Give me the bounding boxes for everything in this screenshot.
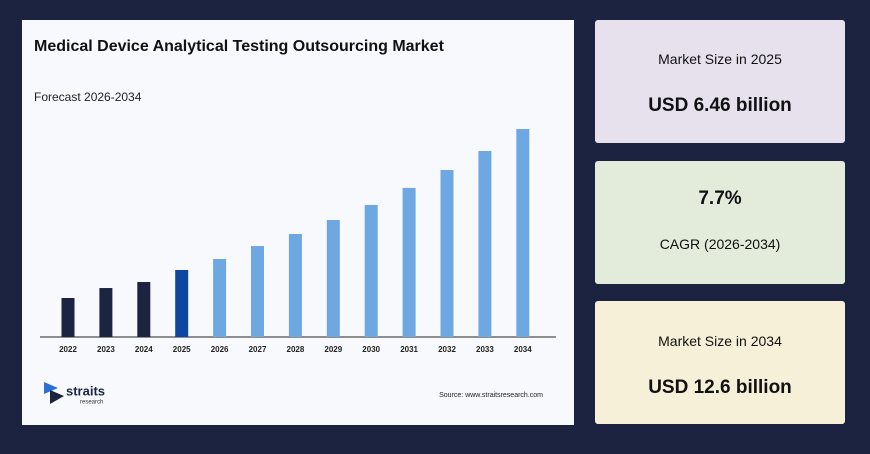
card-value: USD 6.46 billion — [648, 95, 792, 116]
x-tick-label: 2031 — [400, 345, 418, 354]
bar — [213, 258, 227, 337]
x-tick-label: 2022 — [59, 345, 77, 354]
logo-icon — [50, 390, 64, 404]
x-tick-label: 2034 — [514, 345, 532, 354]
x-tick-label: 2032 — [438, 345, 456, 354]
bar — [364, 204, 378, 337]
bar — [326, 219, 340, 337]
card: Market Size in 2025 USD 6.46 billion — [595, 20, 845, 143]
chart-subtitle: Forecast 2026-2034 — [34, 90, 142, 104]
x-tick-label: 2029 — [324, 345, 342, 354]
bar — [440, 169, 454, 337]
logo-sub: research — [80, 400, 103, 406]
source: Source: www.straitsresearch.com — [439, 392, 543, 399]
x-tick-label: 2027 — [249, 345, 267, 354]
logo: straits research — [44, 382, 105, 406]
bar — [137, 282, 151, 337]
card-label: Market Size in 2025 — [658, 51, 782, 67]
bar — [175, 269, 189, 337]
logo-icon — [44, 382, 58, 394]
x-tick-label: 2023 — [97, 345, 115, 354]
card-value: USD 12.6 billion — [648, 377, 792, 398]
chart: straits research Source: www.straitsrese… — [40, 129, 556, 406]
bar — [99, 288, 113, 337]
x-tick-label: 2026 — [211, 345, 229, 354]
x-tick-label: 2025 — [173, 345, 191, 354]
x-tick-label: 2024 — [135, 345, 153, 354]
bar — [288, 233, 302, 337]
card-label: Market Size in 2034 — [658, 333, 782, 349]
card-label: CAGR (2026-2034) — [659, 236, 781, 252]
chart-panel: Medical Device Analytical Testing Outsou… — [22, 20, 574, 425]
x-tick-label: 2030 — [362, 345, 380, 354]
bar — [61, 297, 75, 337]
bar — [402, 187, 416, 337]
bar — [478, 150, 492, 337]
bar — [516, 129, 530, 337]
x-tick-label: 2028 — [287, 345, 305, 354]
card-value: 7.7% — [698, 188, 742, 209]
x-tick-label: 2033 — [476, 345, 494, 354]
card: 7.7% CAGR (2026-2034) — [595, 161, 845, 284]
bar — [251, 246, 264, 337]
chart-title: Medical Device Analytical Testing Outsou… — [34, 38, 444, 55]
logo-name: straits — [66, 383, 105, 398]
card: Market Size in 2034 USD 12.6 billion — [595, 301, 845, 424]
